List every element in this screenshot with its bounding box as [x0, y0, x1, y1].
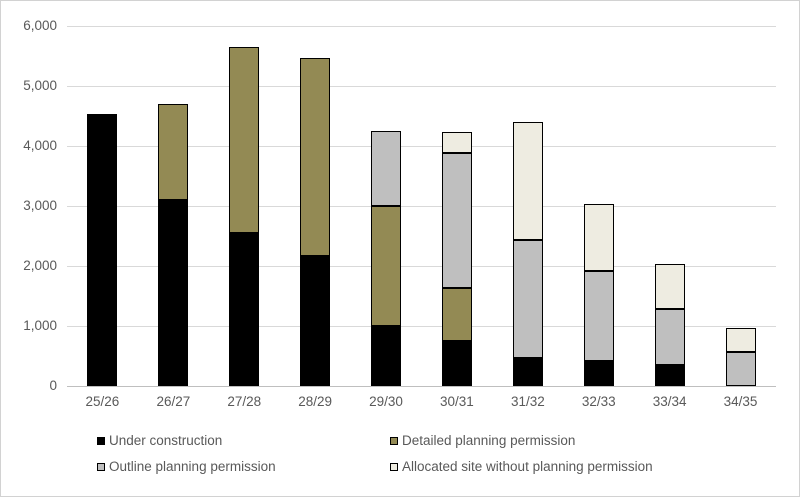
y-tick-label-6000: 6,000 [23, 18, 57, 33]
segment-26-27-series-1 [158, 104, 189, 200]
segment-30-31-series-0 [441, 341, 472, 386]
segment-32-33-series-3 [583, 203, 614, 271]
x-tick-label-34-35: 34/35 [723, 394, 758, 409]
segment-34-35-series-2 [725, 352, 756, 386]
segment-32-33-series-0 [583, 361, 614, 386]
segment-33-34-series-0 [654, 365, 685, 386]
y-tick-label-1000: 1,000 [23, 318, 57, 333]
x-tick-label-30-31: 30/31 [440, 394, 474, 409]
segment-30-31-series-1 [441, 288, 472, 341]
gridline-2000 [67, 265, 776, 267]
segment-30-31-series-2 [441, 152, 472, 289]
x-tick-label-31-32: 31/32 [510, 394, 545, 409]
y-tick-label-3000: 3,000 [23, 198, 57, 213]
segment-33-34-series-2 [654, 308, 685, 365]
x-tick-label-26-27: 26/27 [156, 394, 191, 409]
bar-28-29 [300, 58, 331, 386]
bar-31-32 [512, 122, 543, 386]
segment-27-28-series-0 [229, 233, 260, 386]
x-tick-label-25-26: 25/26 [85, 394, 120, 409]
segment-31-32-series-0 [512, 357, 543, 386]
bar-30-31 [441, 132, 472, 386]
gridline-3000 [67, 205, 776, 207]
segment-27-28-series-1 [229, 47, 260, 233]
x-tick-label-33-34: 33/34 [652, 394, 687, 409]
segment-28-29-series-1 [300, 58, 331, 257]
segment-25-26-series-0 [87, 114, 118, 386]
segment-33-34-series-3 [654, 263, 685, 309]
segment-32-33-series-2 [583, 270, 614, 362]
bar-27-28 [229, 47, 260, 386]
gridline-1000 [67, 325, 776, 327]
segment-34-35-series-3 [725, 328, 756, 353]
bar-34-35 [725, 328, 756, 386]
gridline-4000 [67, 145, 776, 147]
gridline-6000 [67, 25, 776, 27]
bar-26-27 [158, 104, 189, 386]
bar-32-33 [583, 203, 614, 386]
segment-29-30-series-0 [371, 326, 402, 386]
segment-31-32-series-2 [512, 240, 543, 358]
y-tick-label-5000: 5,000 [23, 78, 57, 93]
x-tick-label-29-30: 29/30 [369, 394, 403, 409]
bar-25-26 [87, 114, 118, 386]
gridline-5000 [67, 85, 776, 87]
segment-30-31-series-3 [441, 132, 472, 153]
x-axis-line [67, 385, 776, 387]
segment-28-29-series-0 [300, 256, 331, 386]
x-tick-label-27-28: 27/28 [227, 394, 262, 409]
x-tick-label-32-33: 32/33 [581, 394, 616, 409]
segment-29-30-series-2 [371, 131, 402, 206]
segment-31-32-series-3 [512, 122, 543, 241]
bar-33-34 [654, 263, 685, 386]
y-tick-label-2000: 2,000 [23, 258, 57, 273]
bar-29-30 [371, 131, 402, 386]
y-tick-label-0: 0 [49, 378, 57, 393]
segment-29-30-series-1 [371, 206, 402, 326]
y-tick-label-4000: 4,000 [23, 138, 57, 153]
x-tick-label-28-29: 28/29 [298, 394, 333, 409]
segment-26-27-series-0 [158, 200, 189, 386]
